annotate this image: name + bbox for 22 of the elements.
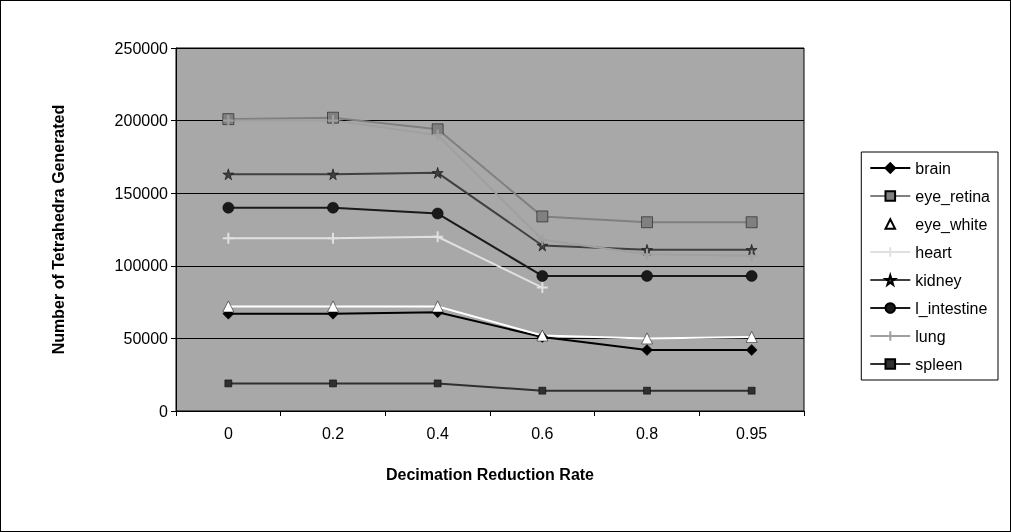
x-tick-label: 0.8 <box>635 424 659 442</box>
x-tick-label: 0.95 <box>736 424 768 442</box>
legend-label: l_intestine <box>915 299 988 318</box>
y-axis-title: Number of Tetrahedra Generated <box>49 104 67 355</box>
legend-label: eye_retina <box>915 187 991 206</box>
y-tick-label: 150000 <box>114 184 169 202</box>
x-tick-label: 0.2 <box>321 424 345 442</box>
legend-label: heart <box>915 243 953 261</box>
x-tick-label: 0 <box>223 424 233 442</box>
legend-label: kidney <box>915 271 962 289</box>
x-axis-title: Decimation Reduction Rate <box>385 465 595 483</box>
y-tick-label: 0 <box>159 402 169 420</box>
x-tick-label: 0.6 <box>531 424 554 442</box>
legend-label: brain <box>915 159 951 177</box>
legend-label: eye_white <box>915 215 988 234</box>
y-tick-label: 250000 <box>114 39 169 57</box>
y-tick-label: 200000 <box>114 112 169 130</box>
legend-label: spleen <box>915 355 963 373</box>
x-tick-label: 0.4 <box>426 424 449 442</box>
y-tick-label: 50000 <box>123 329 169 347</box>
legend-label: lung <box>915 327 946 345</box>
y-tick-label: 100000 <box>114 257 169 275</box>
